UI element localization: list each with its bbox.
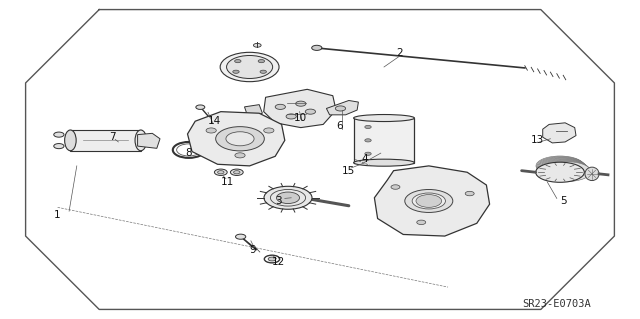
Text: 13: 13 [531,135,544,145]
Ellipse shape [543,162,591,182]
Ellipse shape [538,158,586,178]
Ellipse shape [536,156,584,176]
Ellipse shape [404,189,453,212]
Circle shape [417,220,426,225]
Polygon shape [188,112,285,166]
Circle shape [218,171,224,174]
Circle shape [230,169,243,175]
Circle shape [365,125,371,129]
Ellipse shape [585,167,599,181]
Circle shape [296,101,306,106]
Text: 4: 4 [362,154,368,165]
Circle shape [465,191,474,196]
Circle shape [260,70,266,73]
Text: 3: 3 [275,196,282,206]
Ellipse shape [538,157,586,177]
Circle shape [312,45,322,50]
Polygon shape [543,123,576,143]
Text: 9: 9 [250,245,256,256]
Text: 11: 11 [221,177,234,187]
Ellipse shape [412,193,445,209]
Circle shape [233,70,239,73]
Circle shape [305,109,316,114]
Circle shape [335,106,346,111]
Polygon shape [138,133,160,148]
Circle shape [234,171,240,174]
Text: 1: 1 [54,210,61,220]
Text: 5: 5 [560,196,566,206]
Circle shape [236,234,246,239]
Ellipse shape [537,157,585,176]
Ellipse shape [539,159,587,178]
Text: SR23-E0703A: SR23-E0703A [522,299,591,309]
Circle shape [216,127,264,151]
Ellipse shape [220,52,279,82]
Text: 6: 6 [336,121,342,131]
Circle shape [416,195,442,207]
Polygon shape [244,105,262,118]
Circle shape [196,105,205,109]
Ellipse shape [227,56,273,78]
Circle shape [214,169,227,175]
Text: 8: 8 [186,148,192,158]
Polygon shape [326,100,358,115]
Circle shape [253,43,261,47]
Circle shape [54,144,64,149]
Circle shape [365,152,371,155]
Text: 10: 10 [294,113,307,123]
Ellipse shape [354,159,415,166]
Polygon shape [374,166,490,236]
Circle shape [264,128,274,133]
Polygon shape [264,89,336,128]
Circle shape [268,257,276,261]
Ellipse shape [264,186,312,209]
Ellipse shape [541,160,589,180]
Circle shape [226,132,254,146]
Ellipse shape [536,162,584,182]
Circle shape [235,60,241,63]
Text: 15: 15 [342,166,355,176]
Circle shape [391,185,400,189]
Circle shape [235,153,245,158]
Ellipse shape [135,130,147,151]
Polygon shape [354,118,415,163]
Circle shape [206,128,216,133]
Ellipse shape [541,160,589,180]
Circle shape [275,104,285,109]
Text: 14: 14 [208,116,221,126]
Ellipse shape [65,130,76,151]
Circle shape [258,60,264,63]
Circle shape [276,192,300,204]
Text: 2: 2 [397,48,403,58]
Polygon shape [70,130,141,151]
Circle shape [365,139,371,142]
Text: 12: 12 [272,256,285,267]
Circle shape [286,114,296,119]
Circle shape [54,132,64,137]
Ellipse shape [540,159,588,179]
Text: 7: 7 [109,132,115,142]
Ellipse shape [354,115,415,122]
Ellipse shape [542,161,590,181]
